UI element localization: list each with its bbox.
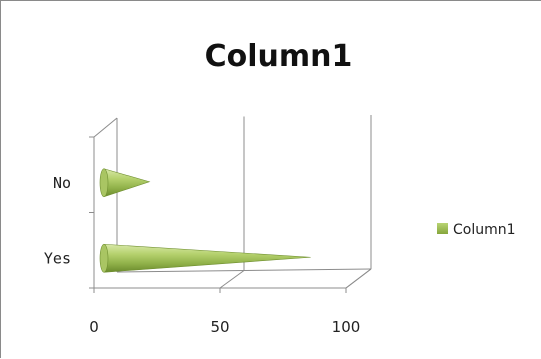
category-label-no: No: [53, 174, 71, 192]
legend: Column1: [437, 222, 516, 238]
category-label-yes: Yes: [44, 249, 71, 267]
gridlines: [93, 115, 372, 293]
x-tick-label-100: 100: [332, 318, 361, 336]
series-cones: [99, 168, 311, 273]
legend-swatch: [437, 223, 448, 234]
floor-gridline-100: [345, 268, 372, 289]
cone-no: [103, 168, 151, 198]
category-ticks: [89, 136, 94, 289]
chart-title: Column1: [204, 39, 353, 74]
left-wall-top-edge: [93, 117, 118, 138]
cone-yes: [103, 243, 311, 273]
cone-base-yes: [99, 243, 109, 273]
axis-labels: 0 50 100 No Yes: [44, 174, 360, 336]
legend-label: Column1: [453, 222, 516, 238]
x-tick-label-0: 0: [89, 318, 99, 336]
floor-gridline-50: [219, 270, 245, 289]
cone-base-no: [99, 168, 109, 198]
x-tick-label-50: 50: [210, 318, 229, 336]
